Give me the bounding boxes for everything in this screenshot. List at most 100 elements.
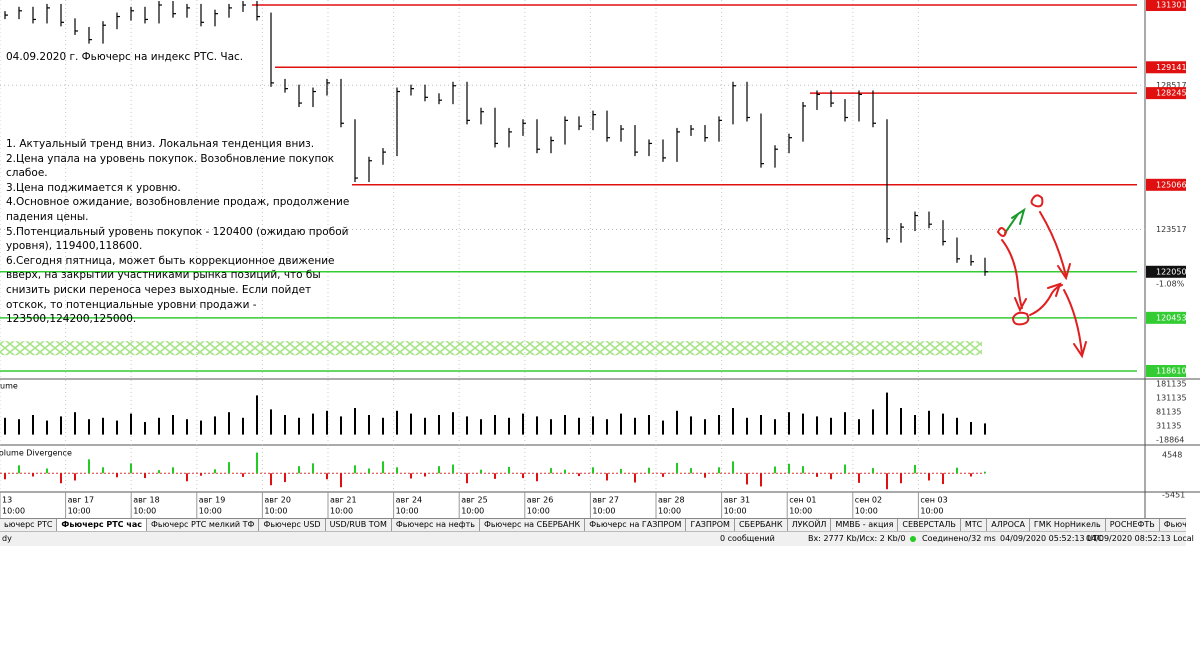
divergence-bar	[424, 473, 426, 477]
level-label-box	[1146, 87, 1186, 100]
volume-bar	[466, 416, 468, 435]
divergence-bar	[550, 468, 552, 474]
divergence-bar	[480, 469, 482, 474]
level-label-box	[1146, 364, 1186, 377]
note-line: 6.Сегодня пятница, может быть коррекцион…	[6, 254, 335, 326]
volume-bar	[788, 412, 790, 435]
volume-bar	[900, 408, 902, 435]
red-circle	[1012, 311, 1030, 326]
volume-bar	[242, 417, 244, 435]
date-label: авг 28	[658, 496, 685, 505]
green-arrow-head	[1011, 207, 1026, 225]
chart-tab[interactable]: АЛРОСА	[987, 519, 1030, 532]
green-arrow	[1004, 213, 1019, 234]
chart-tab[interactable]: ГМК НорНикель	[1030, 519, 1106, 532]
divergence-bar	[522, 473, 524, 479]
divergence-bar	[298, 466, 300, 474]
hand-drawing	[997, 194, 1087, 359]
chart-tab[interactable]: ММВБ - акция	[831, 519, 899, 532]
red-circle	[1030, 194, 1044, 208]
level-label: 129141	[1156, 63, 1187, 72]
level-label-box	[1146, 61, 1186, 74]
date-label: авг 21	[330, 496, 357, 505]
volume-bar	[88, 419, 90, 435]
level-label-box	[1146, 311, 1186, 324]
chart-tabs: ьючерс РТС Фьючерс РТС час Фьючерс РТС мел…	[0, 518, 1186, 532]
volume-bar	[382, 417, 384, 435]
divergence-bar	[32, 473, 34, 477]
date-label: авг 17	[68, 496, 95, 505]
note-line: 4.Основное ожидание, возобновление прода…	[6, 196, 350, 223]
volume-bar	[564, 415, 566, 435]
divergence-bar	[270, 473, 272, 486]
pane-title: Volume Divergence	[0, 449, 72, 458]
volume-bar	[606, 419, 608, 435]
volume-bar	[942, 413, 944, 435]
volume-tick-label: 31135	[1156, 421, 1181, 430]
plot-background	[0, 0, 1145, 518]
volume-bar	[620, 413, 622, 435]
volume-bar	[984, 423, 986, 435]
chart-tab[interactable]: СБЕРБАНК	[735, 519, 788, 532]
volume-bar	[662, 420, 664, 435]
divergence-bar	[214, 469, 216, 474]
chart-tab[interactable]: РОСНЕФТЬ	[1106, 519, 1160, 532]
time-label: 10:00	[330, 507, 353, 516]
red-circle	[997, 227, 1008, 237]
chart-tab[interactable]: ГАЗПРОМ	[686, 519, 735, 532]
change-label: -1.08%	[1156, 279, 1185, 288]
divergence-bar	[844, 464, 846, 474]
divergence-bar	[312, 463, 314, 474]
volume-bar	[718, 415, 720, 435]
note-line: 3.Цена поджимается к уровню.	[6, 181, 181, 194]
level-label: 125066	[1156, 180, 1187, 189]
volume-bar	[578, 417, 580, 435]
time-label: 10:00	[133, 507, 156, 516]
divergence-bar	[88, 459, 90, 474]
status-bar: dy 0 сообщений Вх: 2777 Kb/Исх: 2 Kb/0 С…	[0, 531, 1194, 546]
chart-tab[interactable]: МТС	[961, 519, 988, 532]
chart-tab[interactable]: Фьючерс USD	[259, 519, 326, 532]
divergence-bar	[326, 473, 328, 480]
chart-area: 13 10:00 авг 17 10:00 авг 18 10:00 авг 19 10:00…	[0, 0, 1200, 518]
date-label: авг 26	[527, 496, 554, 505]
date-label: авг 19	[199, 496, 226, 505]
level-label: 131301	[1156, 0, 1187, 9]
divergence-bar	[564, 469, 566, 474]
volume-bar	[144, 422, 146, 435]
volume-bar	[830, 417, 832, 435]
note-line: 2.Цена упала на уровень покупок. Возобно…	[6, 152, 335, 180]
chart-header: 04.09.2020 г. Фьючерс на индекс РТС. Час…	[6, 51, 244, 63]
volume-bar	[102, 417, 104, 435]
chart-tab[interactable]: Фьючерс на ГАЗПРОМ	[585, 519, 687, 532]
chart-tab[interactable]: Фьючерс на нефть	[392, 519, 480, 532]
chart-tab[interactable]: Фьючерс РТС мелкий ТФ	[147, 519, 260, 532]
volume-bar	[340, 416, 342, 435]
divergence-bar	[340, 473, 342, 488]
chart-tab[interactable]: Фьючерс РТС час	[57, 519, 147, 532]
chart-tab[interactable]: ьючерс РТС	[0, 519, 58, 532]
divergence-bar	[690, 468, 692, 474]
status-messages: 0 сообщений	[720, 534, 775, 543]
chart-tab[interactable]: Фьючерс на СБЕРБАНК	[480, 519, 586, 532]
divergence-bar	[536, 473, 538, 482]
price-tick-label: 128517	[1156, 81, 1187, 90]
chart-tab[interactable]: USD/RUB TOM	[326, 519, 392, 532]
chart-tab[interactable]: Фьючерс на РОСНЕФТЬ	[1160, 519, 1186, 532]
volume-bar	[774, 419, 776, 435]
chart-tab[interactable]: ЛУКОЙЛ	[788, 519, 832, 532]
level-label-box	[1146, 0, 1186, 11]
chart-tab[interactable]: СЕВЕРСТАЛЬ	[898, 519, 961, 532]
volume-bar	[676, 410, 678, 435]
volume-bar	[46, 420, 48, 435]
volume-bar	[158, 417, 160, 435]
analysis-notes: 1. Актуальный тренд вниз. Локальная тенд…	[6, 137, 351, 327]
divergence-bar	[620, 468, 622, 474]
volume-bar	[4, 417, 6, 435]
volume-bar	[186, 419, 188, 435]
volume-tick-label: 81135	[1156, 407, 1181, 416]
time-label: 10:00	[199, 507, 222, 516]
divergence-bar	[928, 473, 930, 481]
volume-bar	[270, 409, 272, 435]
